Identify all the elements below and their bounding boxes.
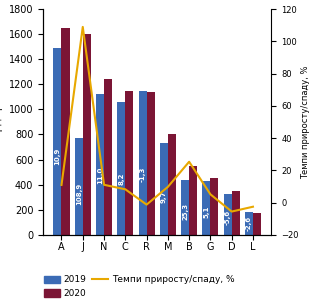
- Text: 9,7: 9,7: [161, 190, 167, 203]
- Bar: [83, 34, 91, 235]
- Text: 8,2: 8,2: [118, 173, 124, 185]
- Bar: [245, 212, 253, 235]
- Bar: [147, 92, 155, 235]
- Text: 5,1: 5,1: [203, 206, 210, 218]
- Bar: [62, 28, 70, 235]
- Bar: [224, 194, 232, 235]
- Text: 108,9: 108,9: [76, 183, 82, 205]
- Text: -5,6: -5,6: [225, 210, 231, 225]
- Bar: [232, 191, 240, 235]
- Text: 10,9: 10,9: [55, 147, 61, 165]
- Bar: [117, 102, 125, 235]
- Text: -1,3: -1,3: [140, 166, 146, 182]
- Bar: [211, 178, 218, 235]
- Bar: [125, 91, 133, 235]
- Bar: [181, 180, 189, 235]
- Text: 11,0: 11,0: [97, 167, 103, 185]
- Bar: [96, 94, 104, 235]
- Text: 25,3: 25,3: [182, 203, 188, 220]
- Bar: [138, 91, 147, 235]
- Bar: [202, 181, 211, 235]
- Bar: [168, 134, 176, 235]
- Bar: [189, 166, 197, 235]
- Bar: [253, 213, 261, 235]
- Legend: 2019, 2020, Темпи приросту/спаду, %: 2019, 2020, Темпи приросту/спаду, %: [44, 275, 234, 298]
- Bar: [160, 143, 168, 235]
- Bar: [104, 79, 112, 235]
- Bar: [75, 138, 83, 235]
- Text: -2,6: -2,6: [246, 216, 252, 231]
- Bar: [53, 48, 62, 235]
- Y-axis label: Темпи приросту/спаду, %: Темпи приросту/спаду, %: [302, 65, 310, 179]
- Y-axis label: Млрд грн: Млрд грн: [0, 98, 3, 146]
